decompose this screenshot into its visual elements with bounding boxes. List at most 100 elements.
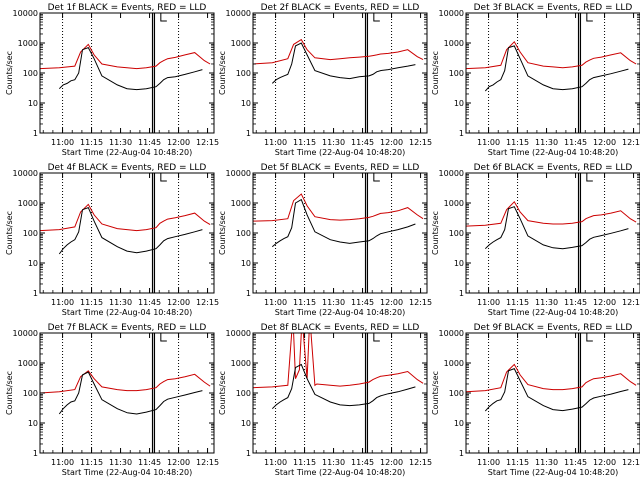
x-tick-label: 11:45 — [138, 458, 161, 467]
x-tick-label: 11:15 — [80, 458, 103, 467]
state-flag-mark — [373, 333, 380, 342]
x-axis-label: Start Time (22-Aug-04 10:48:20) — [62, 468, 193, 477]
lld-series-line — [39, 370, 211, 394]
panel-title: Det 2f BLACK = Events, RED = LLD — [261, 3, 420, 13]
x-tick-label: 11:45 — [138, 298, 161, 307]
y-axis-label: Counts/sec — [5, 51, 14, 95]
y-tick-label: 10000 — [439, 9, 464, 18]
detector-panel: Det 4f BLACK = Events, RED = LLD 1 10 100 10… — [5, 163, 219, 317]
x-tick-label: 11:30 — [109, 298, 132, 307]
detector-panel: Det 2f BLACK = Events, RED = LLD 1 10 100 10… — [218, 3, 432, 157]
x-tick-label: 12:00 — [593, 458, 616, 467]
events-series-line — [484, 45, 629, 92]
y-tick-label: 10000 — [439, 169, 464, 178]
x-tick-label: 12:00 — [380, 138, 403, 147]
x-tick-label: 11:00 — [264, 138, 287, 147]
x-tick-label: 11:15 — [293, 138, 316, 147]
y-tick-label: 10 — [454, 99, 464, 108]
y-tick-label: 100 — [23, 389, 38, 398]
y-tick-label: 10 — [28, 99, 38, 108]
x-tick-label: 11:15 — [80, 298, 103, 307]
x-tick-label: 12:00 — [593, 138, 616, 147]
x-tick-label: 12:15 — [409, 458, 432, 467]
y-tick-label: 10 — [454, 419, 464, 428]
y-tick-label: 1 — [33, 289, 38, 298]
x-tick-label: 11:30 — [109, 458, 132, 467]
y-axis-label: Counts/sec — [218, 371, 227, 415]
x-tick-label: 11:15 — [293, 298, 316, 307]
panel-title: Det 1f BLACK = Events, RED = LLD — [48, 3, 207, 13]
x-tick-label: 12:00 — [167, 298, 190, 307]
events-series-line — [271, 42, 416, 84]
x-axis-label: Start Time (22-Aug-04 10:48:20) — [488, 148, 619, 157]
y-tick-label: 100 — [23, 69, 38, 78]
x-tick-label: 11:45 — [564, 458, 587, 467]
x-tick-label: 11:15 — [293, 458, 316, 467]
y-tick-label: 1000 — [18, 199, 38, 208]
lld-series-line — [465, 363, 637, 393]
x-tick-label: 11:00 — [264, 298, 287, 307]
x-axis-label: Start Time (22-Aug-04 10:48:20) — [275, 308, 406, 317]
y-tick-label: 100 — [23, 229, 38, 238]
detector-panel: Det 1f BLACK = Events, RED = LLD 1 10 100 10… — [5, 3, 219, 157]
y-tick-label: 1000 — [18, 359, 38, 368]
panel-title: Det 4f BLACK = Events, RED = LLD — [48, 163, 207, 173]
y-tick-label: 10 — [28, 259, 38, 268]
x-tick-label: 11:00 — [477, 298, 500, 307]
y-tick-label: 1000 — [444, 199, 464, 208]
detector-panel: Det 3f BLACK = Events, RED = LLD 1 10 100 10… — [431, 3, 640, 157]
lld-series-line — [465, 200, 637, 227]
x-tick-label: 11:45 — [351, 138, 374, 147]
y-tick-label: 1 — [33, 449, 38, 458]
x-tick-label: 11:45 — [564, 138, 587, 147]
x-tick-label: 12:00 — [380, 298, 403, 307]
y-tick-label: 1 — [459, 449, 464, 458]
x-axis-label: Start Time (22-Aug-04 10:48:20) — [275, 468, 406, 477]
x-tick-label: 11:45 — [564, 298, 587, 307]
events-series-line — [271, 363, 416, 410]
detector-panel: Det 8f BLACK = Events, RED = LLD 1 10 100 10… — [218, 323, 432, 477]
y-tick-label: 1000 — [231, 39, 251, 48]
y-tick-label: 10000 — [13, 9, 38, 18]
detector-panel: Det 5f BLACK = Events, RED = LLD 1 10 100 10… — [218, 163, 432, 317]
x-tick-label: 11:00 — [51, 138, 74, 147]
lld-series-line — [39, 43, 211, 70]
x-tick-label: 11:30 — [322, 458, 345, 467]
plot-frame — [252, 332, 428, 454]
y-tick-label: 100 — [236, 69, 251, 78]
events-series-line — [484, 367, 629, 412]
x-tick-label: 12:00 — [167, 138, 190, 147]
y-tick-label: 1 — [33, 129, 38, 138]
y-axis-label: Counts/sec — [431, 211, 440, 255]
x-tick-label: 12:15 — [622, 138, 640, 147]
x-axis-label: Start Time (22-Aug-04 10:48:20) — [488, 308, 619, 317]
x-tick-label: 11:30 — [322, 298, 345, 307]
y-axis-label: Counts/sec — [431, 51, 440, 95]
panel-title: Det 9f BLACK = Events, RED = LLD — [474, 323, 633, 333]
x-tick-label: 11:00 — [264, 458, 287, 467]
x-tick-label: 11:30 — [535, 138, 558, 147]
x-tick-label: 12:15 — [196, 458, 219, 467]
y-tick-label: 1 — [246, 449, 251, 458]
y-tick-label: 10 — [241, 419, 251, 428]
x-tick-label: 12:00 — [593, 298, 616, 307]
plot-frame — [252, 12, 428, 134]
state-flag-mark — [373, 13, 380, 22]
y-tick-label: 1 — [459, 289, 464, 298]
x-tick-label: 12:15 — [196, 138, 219, 147]
y-tick-label: 10000 — [226, 329, 251, 338]
y-tick-label: 1000 — [444, 39, 464, 48]
x-axis-label: Start Time (22-Aug-04 10:48:20) — [488, 468, 619, 477]
events-series-line — [58, 206, 203, 255]
state-flag-mark — [160, 333, 167, 342]
lld-series-line — [39, 203, 211, 232]
x-tick-label: 11:00 — [51, 298, 74, 307]
x-axis-label: Start Time (22-Aug-04 10:48:20) — [62, 148, 193, 157]
lld-series-line — [252, 193, 424, 222]
y-axis-label: Counts/sec — [5, 211, 14, 255]
y-tick-label: 100 — [236, 229, 251, 238]
panel-title: Det 5f BLACK = Events, RED = LLD — [261, 163, 420, 173]
x-tick-label: 12:00 — [167, 458, 190, 467]
x-tick-label: 11:15 — [506, 298, 529, 307]
